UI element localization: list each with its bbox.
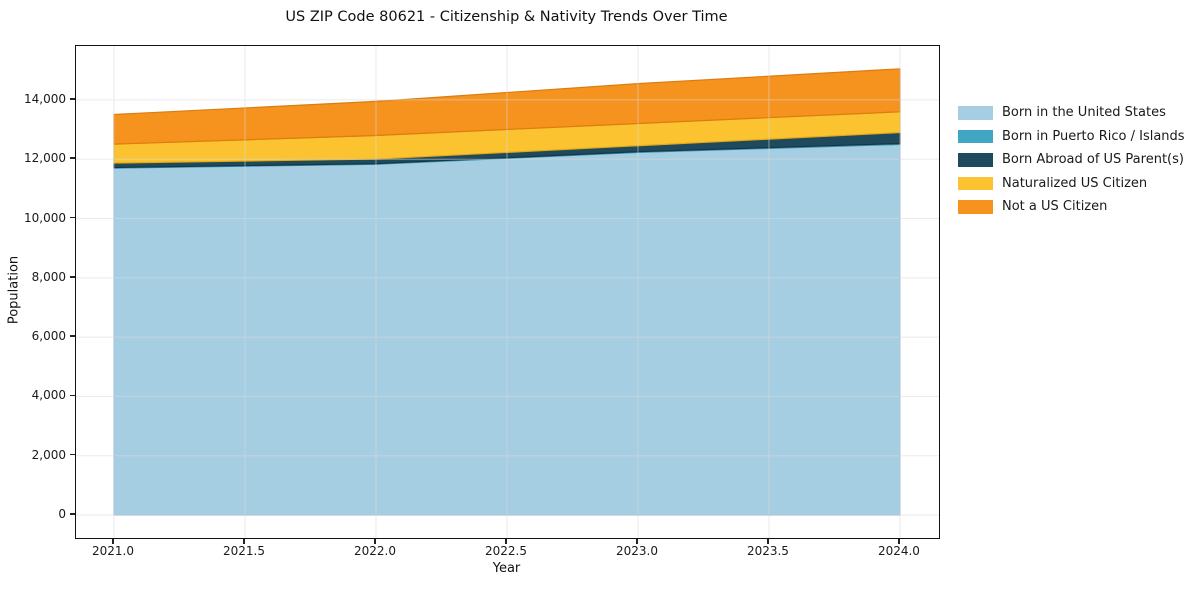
x-tick-label: 2022.0 [353, 544, 396, 558]
y-tick-label: 8,000 [31, 269, 66, 284]
x-tick-mark [112, 538, 114, 544]
y-tick-mark [70, 216, 75, 219]
y-tick-mark [70, 453, 75, 456]
chart-title: US ZIP Code 80621 - Citizenship & Nativi… [285, 9, 728, 25]
legend-swatch [958, 200, 993, 214]
y-tick-mark [70, 276, 75, 278]
y-tick-label: 0 [58, 506, 66, 521]
x-tick-mark [243, 538, 245, 544]
x-tick-mark [374, 538, 376, 544]
legend-item-not-a-us-citizen: Not a US Citizen [958, 195, 1185, 219]
y-tick-label: 2,000 [31, 447, 66, 462]
x-tick-label: 2021.5 [222, 544, 265, 558]
y-tick-mark [70, 335, 75, 337]
legend-item-naturalized-us-citizen: Naturalized US Citizen [958, 172, 1185, 196]
x-tick-label: 2023.0 [615, 544, 658, 558]
legend-swatch [958, 153, 993, 167]
x-tick-label: 2023.5 [746, 544, 789, 558]
y-tick-mark [70, 513, 75, 515]
x-axis-label: Year [492, 561, 521, 576]
gridlines [76, 46, 939, 538]
legend-label: Born in Puerto Rico / Islands [1002, 128, 1185, 144]
y-tick-mark [70, 98, 75, 100]
x-tick-mark [505, 538, 507, 544]
stacked-area-chart [76, 46, 939, 538]
y-tick-mark [70, 394, 75, 397]
legend-label: Not a US Citizen [1002, 199, 1108, 215]
x-tick-label: 2024.0 [877, 544, 920, 558]
plot-area [75, 45, 940, 539]
legend-item-born-abroad-of-us-parent-s: Born Abroad of US Parent(s) [958, 148, 1185, 172]
legend-label: Naturalized US Citizen [1002, 175, 1148, 191]
y-tick-label: 12,000 [24, 151, 66, 166]
legend-swatch [958, 106, 993, 120]
x-tick-label: 2022.5 [484, 544, 527, 558]
y-tick-label: 14,000 [24, 91, 66, 106]
legend-label: Born in the United States [1002, 105, 1166, 121]
y-tick-mark [70, 157, 75, 159]
x-tick-mark [636, 538, 638, 544]
y-tick-label: 10,000 [24, 210, 66, 225]
y-axis-label: Population [6, 255, 22, 325]
legend-swatch [958, 129, 993, 143]
legend: Born in the United States Born in Puerto … [958, 101, 1185, 219]
x-tick-mark [767, 538, 769, 544]
y-tick-label: 4,000 [31, 388, 66, 403]
legend-swatch [958, 176, 993, 190]
legend-item-born-in-puerto-rico-islands: Born in Puerto Rico / Islands [958, 125, 1185, 149]
legend-label: Born Abroad of US Parent(s) [1002, 152, 1184, 168]
legend-item-born-in-the-united-states: Born in the United States [958, 101, 1185, 125]
x-tick-mark [898, 538, 900, 544]
y-tick-label: 6,000 [31, 329, 66, 344]
x-tick-label: 2021.0 [91, 544, 134, 558]
